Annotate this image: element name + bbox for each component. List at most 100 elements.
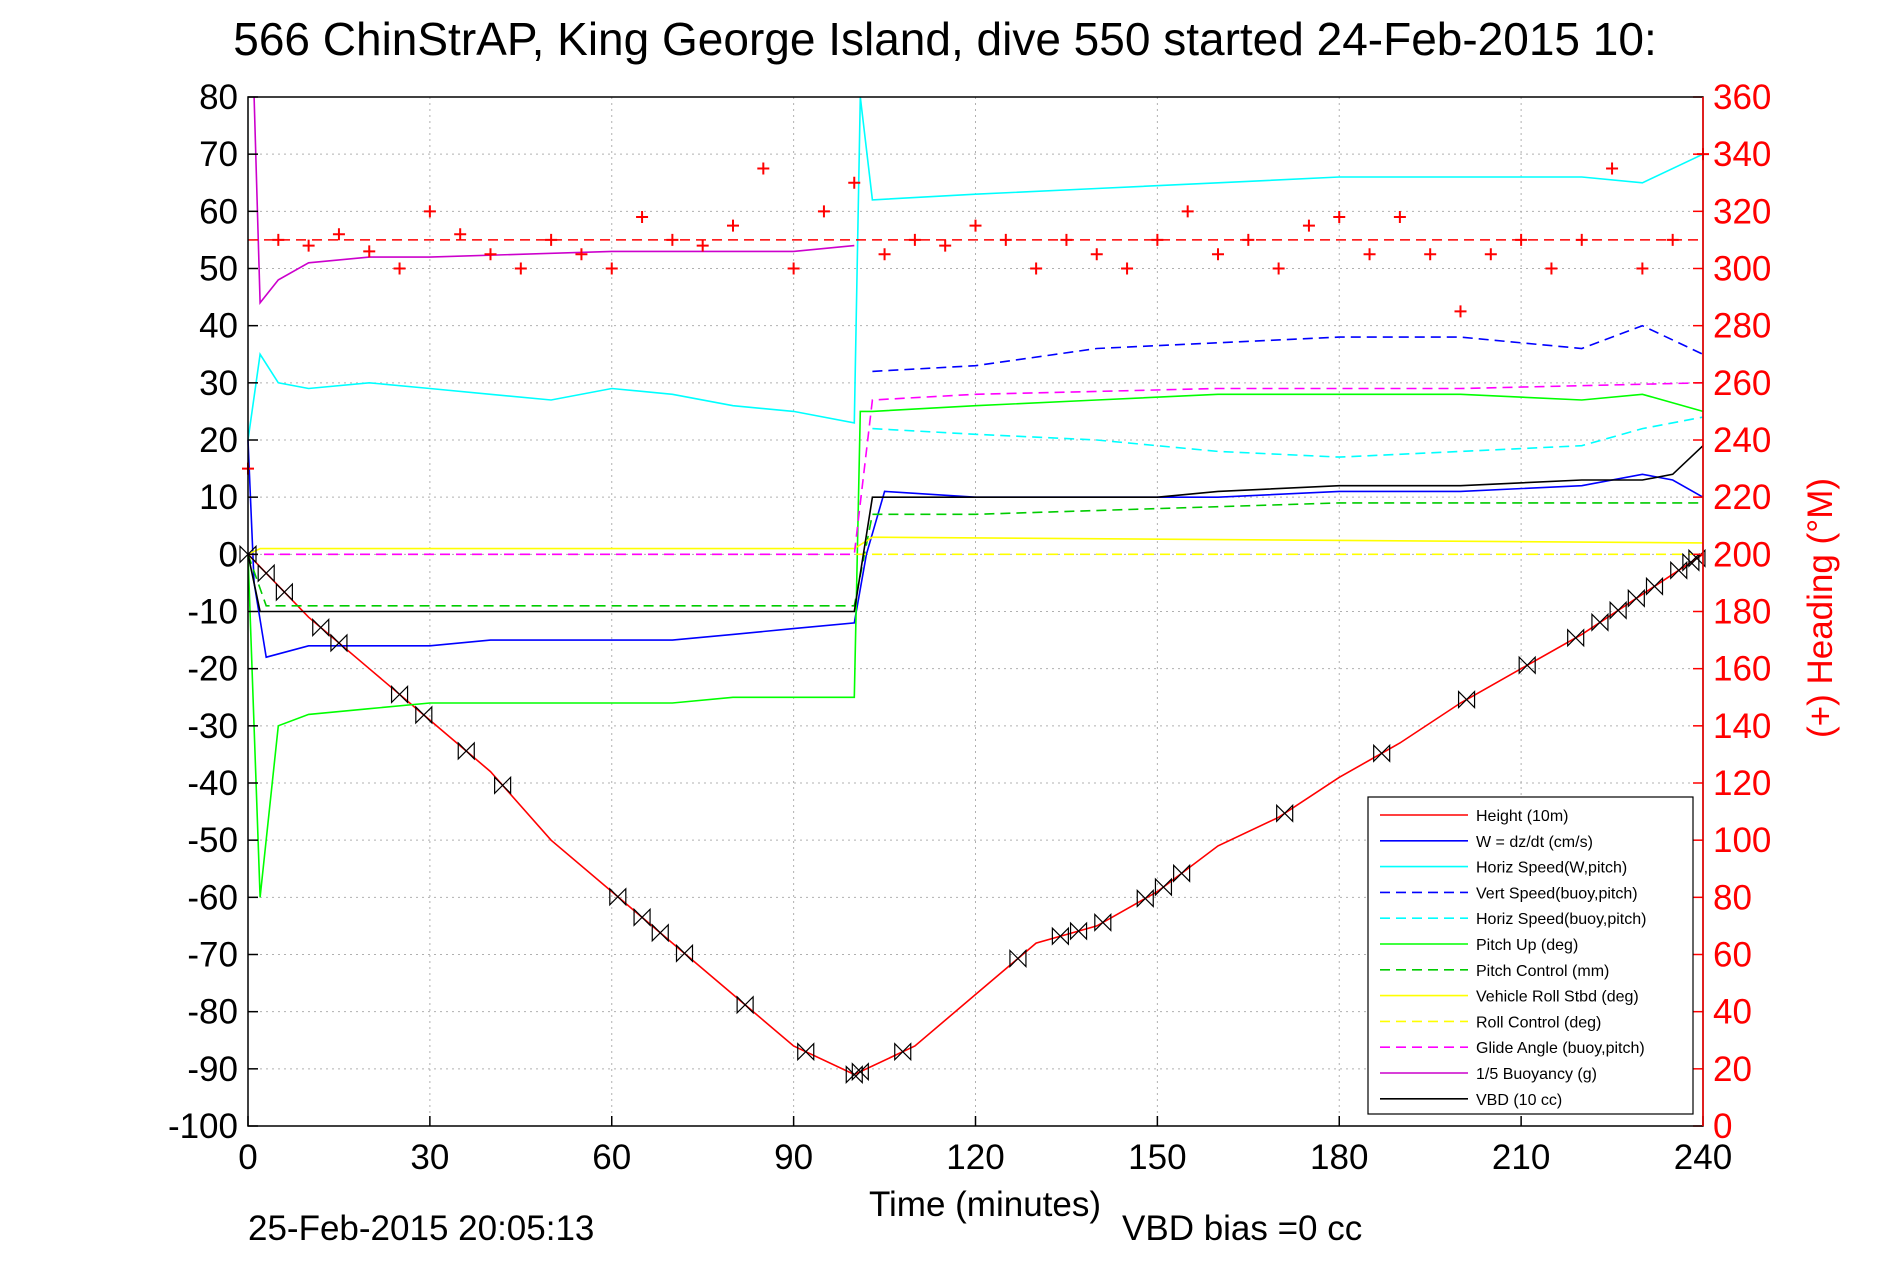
chart-title: 566 ChinStrAP, King George Island, dive …	[233, 13, 1657, 65]
y-tick-label: 20	[199, 421, 238, 460]
x-axis-label: Time (minutes)	[869, 1185, 1101, 1224]
legend-entry-pitch: Pitch Up (deg)	[1476, 937, 1578, 954]
legend-entry-w: W = dz/dt (cm/s)	[1476, 834, 1593, 851]
y-tick-label: 0	[219, 535, 238, 574]
heading-point	[545, 233, 558, 246]
y-tick-label: -50	[187, 821, 238, 860]
y-right-tick-label: 240	[1713, 421, 1771, 460]
heading-point	[272, 233, 285, 246]
heading-point	[787, 262, 800, 275]
depth-marker	[894, 1042, 912, 1062]
heading-point	[1545, 262, 1558, 275]
heading-point	[1212, 248, 1224, 261]
y-tick-label: -70	[187, 936, 238, 975]
series-line-height	[247, 553, 1704, 1076]
x-tick-label: 60	[592, 1138, 631, 1177]
timestamp-footer: 25-Feb-2015 20:05:13	[248, 1209, 594, 1248]
y-right-tick-label: 220	[1713, 478, 1771, 517]
heading-point	[1454, 305, 1467, 318]
heading-point	[757, 162, 770, 175]
heading-point	[423, 205, 436, 218]
x-tick-label: 150	[1128, 1138, 1186, 1177]
heading-point	[727, 219, 739, 232]
heading-point	[1363, 248, 1376, 261]
depth-marker	[457, 741, 475, 761]
heading-point	[969, 219, 982, 232]
heading-point	[484, 248, 497, 261]
y-tick-label: -90	[187, 1050, 238, 1089]
heading-point	[363, 245, 376, 258]
depth-marker	[845, 1065, 863, 1084]
x-tick-label: 180	[1310, 1138, 1368, 1177]
heading-point	[696, 239, 709, 252]
heading-point	[605, 262, 618, 275]
y-tick-label: -30	[187, 707, 238, 746]
depth-marker	[1051, 926, 1069, 946]
depth-marker	[651, 923, 669, 943]
depth-marker	[736, 995, 754, 1015]
heading-point	[939, 239, 952, 252]
y-tick-label: 30	[199, 364, 238, 403]
y-tick-label: -20	[187, 650, 238, 689]
y-right-tick-label: 0	[1713, 1107, 1732, 1146]
legend-entry-roll: Vehicle Roll Stbd (deg)	[1476, 989, 1639, 1006]
y-tick-label: -100	[168, 1107, 238, 1146]
depth-marker	[1609, 600, 1627, 620]
y-right-tick-label: 100	[1713, 821, 1771, 860]
legend-entry-glide: Glide Angle (buoy,pitch)	[1476, 1040, 1645, 1057]
heading-point	[302, 239, 315, 252]
heading-point	[1060, 233, 1073, 246]
heading-point	[332, 228, 345, 241]
depth-marker	[1094, 913, 1112, 932]
y-right-tick-label: 180	[1713, 593, 1771, 632]
depth-marker	[1276, 803, 1294, 823]
depth-marker	[609, 887, 627, 907]
heading-point	[1636, 262, 1649, 275]
x-tick-label: 240	[1674, 1138, 1732, 1177]
depth-marker	[239, 544, 257, 564]
heading-point	[1484, 248, 1497, 261]
x-tick-label: 30	[410, 1138, 449, 1177]
y-tick-label: -60	[187, 878, 238, 917]
depth-marker	[1591, 612, 1609, 632]
heading-point	[666, 233, 679, 246]
y-right-tick-label: 280	[1713, 307, 1771, 346]
depth-marker	[1069, 921, 1088, 941]
heading-point	[1181, 205, 1194, 218]
y-right-tick-label: 120	[1713, 764, 1771, 803]
y-tick-label: -40	[187, 764, 238, 803]
y-tick-label: 50	[199, 250, 238, 289]
y-right-tick-label: 60	[1713, 936, 1752, 975]
legend-entry-pitch_ctrl: Pitch Control (mm)	[1476, 963, 1609, 980]
heading-point	[514, 262, 527, 275]
depth-marker	[851, 1062, 869, 1082]
legend: Height (10m) W = dz/dt (cm/s) Horiz Speed(…	[1367, 796, 1694, 1115]
depth-marker	[1688, 548, 1706, 568]
series-line-pitch_ctrl	[247, 502, 1703, 607]
depth-marker	[257, 563, 275, 583]
depth-marker	[415, 705, 433, 725]
heading-point	[393, 262, 406, 275]
legend-entry-horiz: Horiz Speed(W,pitch)	[1476, 860, 1627, 877]
series-line-pitch	[247, 393, 1704, 898]
depth-marker	[1567, 628, 1585, 648]
heading-point	[1151, 233, 1164, 246]
depth-marker	[1645, 576, 1664, 596]
depth-marker	[390, 684, 409, 704]
y-right-tick-label: 360	[1713, 78, 1771, 117]
x-tick-label: 90	[774, 1138, 813, 1177]
series-layer	[239, 96, 1709, 1084]
heading-point	[1242, 233, 1255, 246]
heading-point	[1121, 262, 1134, 275]
axes: 0 30 60 90 120 150 180 210 24080706050403020100-…	[168, 78, 1771, 1177]
y-tick-label: -10	[187, 593, 238, 632]
y-right-tick-label: 20	[1713, 1050, 1752, 1089]
y-tick-label: 70	[199, 135, 238, 174]
series-line-w	[247, 439, 1704, 659]
y-tick-label: -80	[187, 993, 238, 1032]
y-right-tick-label: 160	[1713, 650, 1771, 689]
depth-marker	[1009, 949, 1027, 968]
depth-marker	[330, 633, 348, 653]
depth-marker	[1136, 889, 1154, 908]
